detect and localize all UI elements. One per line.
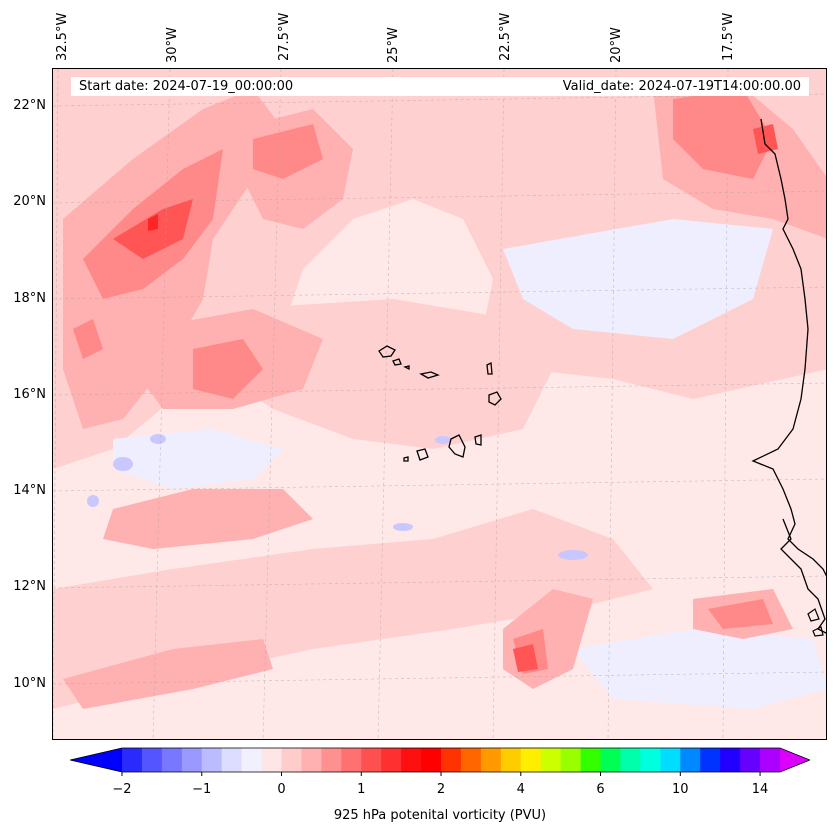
colorbar-segment — [321, 748, 342, 772]
colorbar-tick-label: 10 — [672, 782, 689, 797]
island-fogo — [416, 448, 429, 461]
contour-red-ne-core — [753, 124, 778, 154]
lon-label-17-5w: 17.5°W — [721, 12, 736, 61]
colorbar-segment — [620, 748, 641, 772]
island-santiago — [448, 434, 466, 458]
colorbar-segment — [221, 748, 243, 772]
contour-blue-blob-2 — [150, 434, 166, 444]
colorbar-segment — [161, 748, 183, 772]
colorbar-segment — [201, 748, 223, 772]
colorbar-segment — [181, 748, 203, 772]
colorbar-segment — [421, 748, 442, 772]
lat-label-10n: 10°N — [13, 676, 46, 691]
colorbar-segment — [401, 748, 422, 772]
colorbar-segment — [500, 748, 522, 772]
colorbar-segment — [740, 748, 761, 772]
colorbar-segment — [580, 748, 602, 772]
contour-blue-blob-6 — [435, 436, 451, 444]
lon-label-27-5w: 27.5°W — [277, 12, 292, 61]
contour-blue-blob-1 — [113, 457, 133, 471]
contour-pink-sw-band — [63, 639, 273, 709]
coastline-africa-south — [780, 518, 826, 634]
colorbar-tick-label: 4 — [516, 782, 525, 797]
colorbar-segment — [540, 748, 562, 772]
lat-label-14n: 14°N — [13, 483, 46, 498]
colorbar-segment — [241, 748, 263, 772]
potential-vorticity-map — [53, 69, 826, 739]
colorbar — [70, 747, 810, 776]
colorbar-segment — [141, 748, 163, 772]
colorbar-segment — [480, 748, 502, 772]
contour-deep-red-nw-core — [148, 214, 158, 231]
colorbar-segment — [680, 748, 701, 772]
island-sao-nicolau — [419, 371, 440, 379]
colorbar-segment — [122, 748, 143, 772]
colorbar-segment — [381, 748, 402, 772]
contour-pink-band-lower — [103, 489, 313, 549]
contour-blue-blob-4 — [558, 550, 588, 560]
island-maio — [474, 434, 482, 446]
lat-label-16n: 16°N — [13, 387, 46, 402]
lat-label-12n: 12°N — [13, 579, 46, 594]
contour-mid-red-north — [253, 124, 323, 179]
colorbar-extend-max — [780, 748, 810, 772]
contour-blue-blob-3 — [393, 523, 413, 531]
contour-mid-red-west — [73, 319, 103, 359]
colorbar-tick-label: 14 — [751, 782, 769, 797]
lon-label-32-5w: 32.5°W — [55, 12, 70, 61]
lon-label-25w: 25°W — [386, 27, 401, 63]
colorbar-segment — [660, 748, 681, 772]
island-santa-luzia — [403, 365, 410, 371]
colorbar-tick-label: 0 — [277, 782, 286, 797]
contour-mid-red-ne — [673, 89, 773, 179]
map-frame: Start date: 2024-07-19_00:00:00 Valid_da… — [52, 68, 827, 740]
date-info-bar: Start date: 2024-07-19_00:00:00 Valid_da… — [71, 77, 809, 96]
start-date-label: Start date: 2024-07-19_00:00:00 — [79, 79, 294, 94]
lon-label-22-5w: 22.5°W — [498, 12, 513, 61]
colorbar-segment — [441, 748, 462, 772]
colorbar-segment — [341, 748, 362, 772]
colorbar-tick-label: 2 — [436, 782, 446, 797]
contour-pale-blue-south — [573, 629, 826, 709]
island-santo-antao — [378, 345, 396, 358]
contour-mid-red-central — [193, 339, 263, 399]
colorbar-segment — [720, 748, 741, 772]
colorbar-extend-min — [70, 748, 122, 772]
colorbar-segment — [460, 748, 482, 772]
colorbar-segment — [301, 748, 322, 772]
contour-mid-red-e — [708, 599, 773, 629]
gridlines — [53, 69, 826, 739]
island-boa-vista — [488, 391, 502, 406]
coastal-islands — [807, 608, 824, 637]
lat-label-22n: 22°N — [13, 98, 46, 113]
colorbar-segment — [640, 748, 661, 772]
contour-pale-blue-east — [503, 219, 773, 339]
contour-pale-blue-west — [113, 429, 283, 489]
lat-label-20n: 20°N — [13, 194, 46, 209]
colorbar-segment — [261, 748, 283, 772]
lon-label-20w: 20°W — [609, 27, 624, 63]
colorbar-segment — [361, 748, 382, 772]
island-sal — [486, 361, 493, 375]
colorbar-segment — [700, 748, 721, 772]
colorbar-tick-label: −1 — [192, 782, 212, 797]
colorbar-tick-label: 6 — [596, 782, 605, 797]
island-brava — [403, 456, 409, 462]
colorbar-segment — [281, 748, 302, 772]
contour-red-se-core — [513, 644, 538, 672]
lon-label-30w: 30°W — [165, 27, 180, 63]
coastline-africa — [751, 118, 826, 577]
contour-blue-blob-5 — [87, 495, 99, 507]
valid-date-label: Valid_date: 2024-07-19T14:00:00.00 — [562, 79, 801, 94]
colorbar-segment — [760, 748, 781, 772]
island-sao-vicente — [392, 358, 402, 366]
lat-label-18n: 18°N — [13, 291, 46, 306]
colorbar-segment — [560, 748, 582, 772]
colorbar-tick-label: 1 — [357, 782, 366, 797]
colorbar-segment — [600, 748, 621, 772]
colorbar-tick-label: −2 — [112, 782, 132, 797]
colorbar-label: 925 hPa potenital vorticity (PVU) — [333, 808, 547, 823]
colorbar-segment — [520, 748, 542, 772]
